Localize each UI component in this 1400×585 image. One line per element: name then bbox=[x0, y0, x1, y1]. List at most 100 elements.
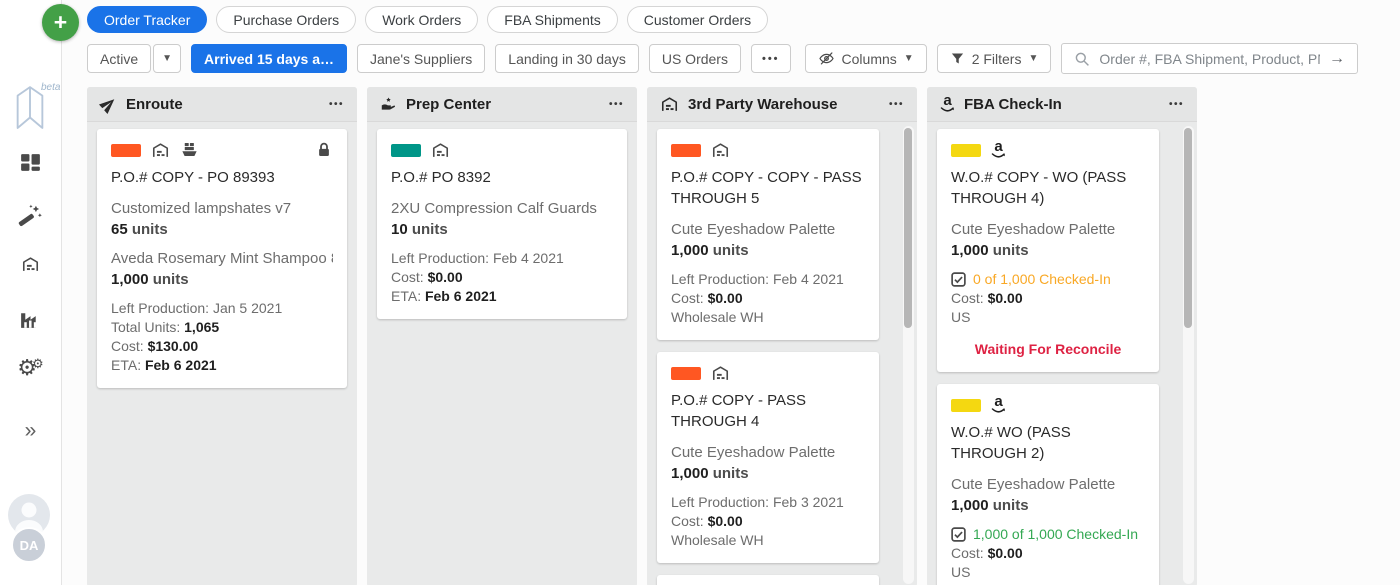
color-tag bbox=[951, 398, 981, 412]
tab-work-orders[interactable]: Work Orders bbox=[365, 6, 479, 33]
magic-wand-icon bbox=[18, 203, 43, 228]
detail-line: Left Production: Jan 5 2021 bbox=[111, 300, 283, 316]
view-caret-button[interactable]: ▼ bbox=[153, 44, 182, 73]
order-number: P.O.# COPY - PASS THROUGH 4 bbox=[671, 392, 807, 430]
sidebar-item-order-tracker[interactable] bbox=[0, 150, 61, 175]
detail-line: Cost: $0.00 bbox=[951, 290, 1023, 306]
tab-order-tracker[interactable]: Order Tracker bbox=[87, 6, 208, 33]
product-name: Customized lampshates v7 bbox=[111, 200, 292, 217]
board-column-enroute: Enroute ••• P.O.# COPY - PO 89393 Customize… bbox=[87, 87, 357, 585]
more-filters-button[interactable]: ••• bbox=[750, 44, 791, 73]
column-menu-button[interactable]: ••• bbox=[888, 98, 904, 110]
warehouse-icon bbox=[711, 364, 730, 383]
beta-label: beta bbox=[41, 82, 61, 93]
tab-customer-orders[interactable]: Customer Orders bbox=[626, 6, 769, 33]
chevron-down-icon: ▼ bbox=[1028, 52, 1039, 64]
add-button[interactable]: + bbox=[42, 4, 79, 41]
search-box: → bbox=[1061, 43, 1358, 74]
order-details: Left Production: Jan 5 2021 Total Units: … bbox=[111, 299, 333, 375]
detail-line: Wholesale WH bbox=[671, 309, 764, 325]
column-header: Enroute ••• bbox=[87, 87, 357, 122]
warehouse-icon bbox=[431, 141, 450, 160]
order-card[interactable]: a W.O.# COPY - WO (PASS THROUGH 4) Cute Ey… bbox=[937, 129, 1159, 372]
tab-fba-shipments[interactable]: FBA Shipments bbox=[487, 6, 618, 33]
color-tag bbox=[951, 143, 981, 157]
order-card[interactable]: P.O.# PO 8392 2XU Compression Calf Guards… bbox=[377, 129, 627, 319]
column-body: P.O.# PO 8392 2XU Compression Calf Guards… bbox=[367, 122, 637, 338]
warehouse-icon bbox=[151, 141, 170, 160]
search-input[interactable] bbox=[1099, 50, 1320, 67]
column-scrollbar[interactable] bbox=[903, 126, 914, 584]
product-units: 65 units bbox=[111, 221, 168, 238]
sidebar-item-manufacturing[interactable] bbox=[0, 307, 61, 332]
board-column-fba-check-in: a FBA Check-In ••• a W.O.# COPY - WO (PASS T… bbox=[927, 87, 1197, 585]
product-name: Cute Eyeshadow Palette bbox=[671, 444, 836, 461]
color-tag bbox=[671, 143, 701, 157]
board: Enroute ••• P.O.# COPY - PO 89393 Customize… bbox=[63, 74, 1400, 585]
app-logo[interactable]: beta bbox=[11, 82, 60, 137]
color-tag bbox=[391, 143, 421, 157]
column-menu-button[interactable]: ••• bbox=[328, 98, 344, 110]
column-body: P.O.# COPY - PO 89393 Customized lampshat… bbox=[87, 122, 357, 407]
detail-line: Cost: $0.00 bbox=[671, 290, 743, 306]
order-card[interactable]: P.O.# COPY - PO 89393 Customized lampshat… bbox=[97, 129, 347, 388]
filters-button-label: 2 Filters bbox=[971, 50, 1022, 67]
detail-line: US bbox=[951, 564, 971, 580]
order-card[interactable]: P.O.# COPY - COPY - PASS THROUGH 5 Cute E… bbox=[657, 129, 879, 340]
detail-line: Left Production: Feb 4 2021 bbox=[391, 250, 564, 266]
sidebar-item-settings[interactable]: ⚙⚙ bbox=[0, 357, 61, 379]
columns-button-label: Columns bbox=[841, 50, 897, 67]
product-name: Cute Eyeshadow Palette bbox=[951, 476, 1116, 493]
order-card[interactable]: a W.O.# WO (PASS THROUGH 2) Cute Eyeshadow… bbox=[937, 384, 1159, 585]
product-units: 10 units bbox=[391, 221, 448, 238]
checkbox-icon bbox=[951, 272, 966, 287]
column-menu-button[interactable]: ••• bbox=[608, 98, 624, 110]
product-units: 1,000 units bbox=[671, 242, 749, 259]
detail-line: Left Production: Feb 4 2021 bbox=[671, 271, 844, 287]
order-details: Left Production: Feb 4 2021 Cost: $0.00 Wh… bbox=[671, 270, 865, 327]
amazon-icon: a bbox=[991, 394, 1006, 413]
sidebar: beta ⚙⚙ » DA bbox=[0, 0, 62, 585]
kanban-icon bbox=[18, 150, 43, 175]
filters-button[interactable]: 2 Filters ▼ bbox=[936, 44, 1052, 73]
sidebar-item-tools[interactable] bbox=[0, 203, 61, 228]
tab-purchase-orders[interactable]: Purchase Orders bbox=[216, 6, 357, 33]
saved-filter-us-orders[interactable]: US Orders bbox=[648, 44, 741, 73]
product-units: 1,000 units bbox=[951, 242, 1029, 259]
checkbox-icon bbox=[951, 527, 966, 542]
board-column-prep-center: Prep Center ••• P.O.# PO 8392 2XU Compressi… bbox=[367, 87, 637, 585]
product-units: 1,000 units bbox=[111, 271, 189, 288]
product-name: Cute Eyeshadow Palette bbox=[671, 221, 836, 238]
order-card[interactable]: P.O.# COPY - PASS THROUGH 4 Cute Eyeshado… bbox=[657, 352, 879, 563]
saved-filter-landing-in-30-days[interactable]: Landing in 30 days bbox=[495, 44, 639, 73]
scrollbar-thumb[interactable] bbox=[904, 128, 912, 328]
detail-line: ETA: Feb 6 2021 bbox=[111, 357, 217, 373]
card-tags bbox=[111, 141, 333, 159]
navigation-icon bbox=[98, 96, 117, 114]
submit-search-icon[interactable]: → bbox=[1329, 49, 1345, 67]
detail-line: Total Units: 1,065 bbox=[111, 319, 220, 335]
detail-line: Cost: $0.00 bbox=[391, 269, 463, 285]
sidebar-item-expand-sidebar[interactable]: » bbox=[0, 420, 61, 441]
avatar-initials-badge[interactable]: DA bbox=[11, 527, 47, 563]
scrollbar-thumb[interactable] bbox=[1184, 128, 1192, 328]
gears-icon: ⚙⚙ bbox=[17, 355, 44, 380]
main-area: Order Tracker Purchase Orders Work Orders F… bbox=[63, 0, 1400, 585]
sidebar-item-warehouse[interactable] bbox=[0, 255, 61, 274]
color-tag bbox=[111, 143, 141, 157]
order-number: P.O.# COPY - COPY - PASS THROUGH 5 bbox=[671, 169, 862, 207]
product-units: 1,000 units bbox=[951, 497, 1029, 514]
chevron-down-icon: ▼ bbox=[162, 52, 173, 64]
columns-button[interactable]: Columns ▼ bbox=[804, 44, 927, 73]
card-tags: a bbox=[951, 394, 1145, 414]
saved-filter-arrived-15-days-a[interactable]: Arrived 15 days a… bbox=[191, 44, 347, 73]
order-card[interactable]: P.O.# PASS THROUGH 2 bbox=[657, 575, 879, 585]
product-name: Aveda Rosemary Mint Shampoo 8... bbox=[111, 250, 333, 267]
view-selector: Active ▼ bbox=[87, 44, 182, 73]
column-scrollbar[interactable] bbox=[1183, 126, 1194, 584]
column-menu-button[interactable]: ••• bbox=[1168, 98, 1184, 110]
product-name: Cute Eyeshadow Palette bbox=[951, 221, 1116, 238]
view-button[interactable]: Active bbox=[87, 44, 152, 73]
saved-filter-jane-s-suppliers[interactable]: Jane's Suppliers bbox=[357, 44, 486, 73]
checkin-status: 0 of 1,000 Checked-In bbox=[951, 270, 1145, 289]
